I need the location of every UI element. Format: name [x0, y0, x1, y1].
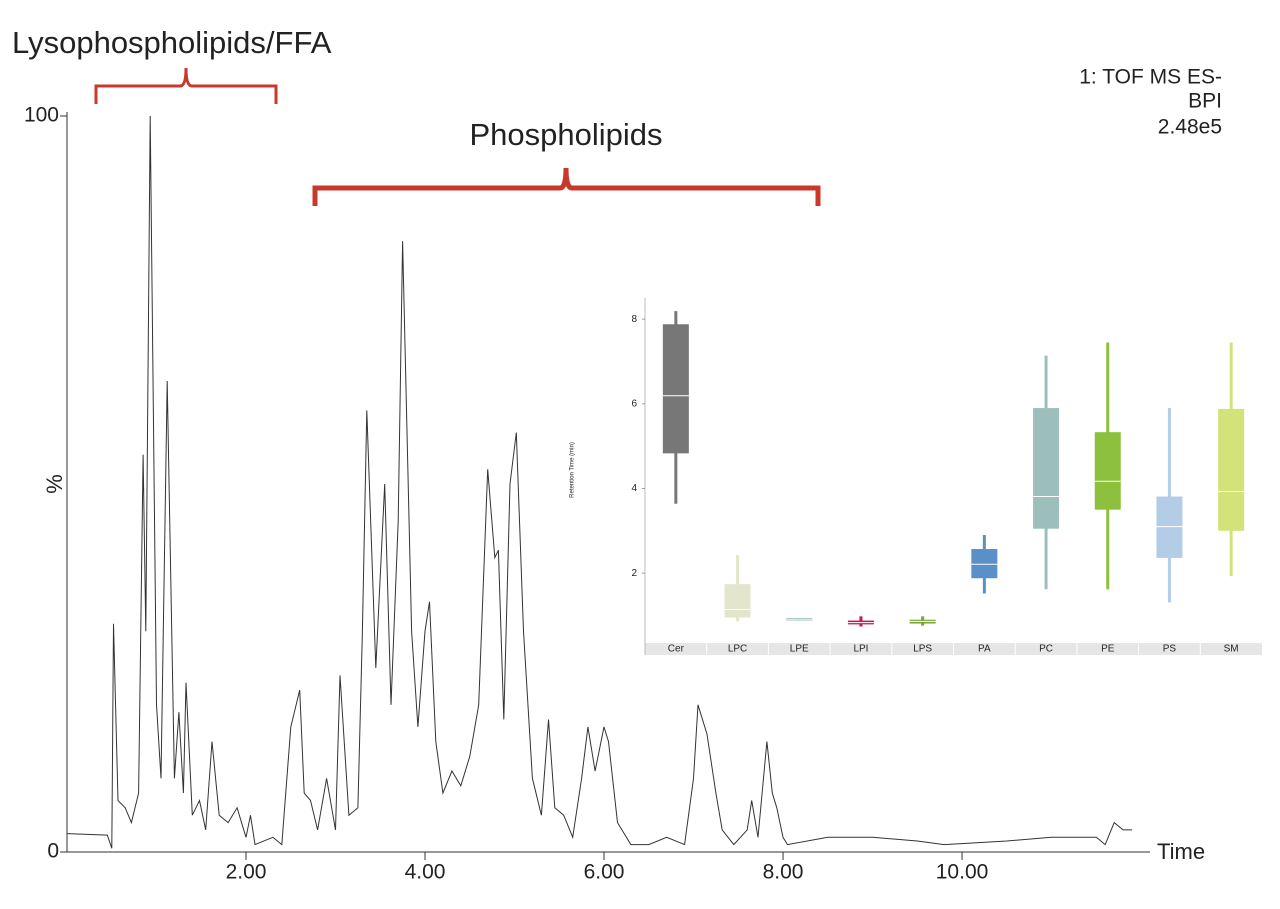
- inset-y-tick-label: 4: [631, 483, 637, 494]
- box: [662, 324, 689, 454]
- box: [1156, 496, 1183, 558]
- bracket: [94, 67, 278, 104]
- category-label: LPS: [913, 644, 932, 655]
- bracket: [312, 167, 821, 206]
- info-text: BPI: [1188, 90, 1222, 113]
- x-tick-label: 4.00: [405, 861, 446, 884]
- x-axis-label: Time: [1157, 839, 1205, 864]
- inset-y-tick-label: 6: [631, 398, 637, 409]
- category-label: LPI: [853, 644, 868, 655]
- x-tick-label: 2.00: [226, 861, 267, 884]
- trace-line: [66, 115, 1133, 849]
- annotation: Phospholipids: [469, 117, 662, 152]
- y-tick-label: 100: [24, 104, 59, 127]
- box: [971, 549, 998, 579]
- category-label: PC: [1039, 644, 1053, 655]
- category-label: PS: [1163, 644, 1177, 655]
- box: [724, 584, 751, 618]
- x-tick-label: 8.00: [763, 861, 804, 884]
- category-label: LPE: [790, 644, 809, 655]
- x-tick-label: 10.00: [936, 861, 989, 884]
- category-label: PA: [978, 644, 991, 655]
- y-axis-label: %: [42, 474, 67, 494]
- inset-y-label: Retention Time (min): [570, 442, 576, 498]
- box: [1094, 432, 1121, 510]
- x-tick-label: 6.00: [584, 861, 625, 884]
- box: [1218, 408, 1245, 531]
- category-label: PE: [1101, 644, 1115, 655]
- info-text: 2.48e5: [1158, 116, 1222, 139]
- inset-y-tick-label: 2: [631, 568, 637, 579]
- inset-y-tick-label: 8: [631, 314, 637, 325]
- info-text: 1: TOF MS ES-: [1079, 66, 1222, 89]
- category-label: Cer: [668, 644, 685, 655]
- category-label: SM: [1224, 644, 1239, 655]
- y-tick-label: 0: [47, 840, 59, 863]
- annotation: Lysophospholipids/FFA: [12, 25, 332, 60]
- box: [1033, 408, 1060, 529]
- category-label: LPC: [728, 644, 747, 655]
